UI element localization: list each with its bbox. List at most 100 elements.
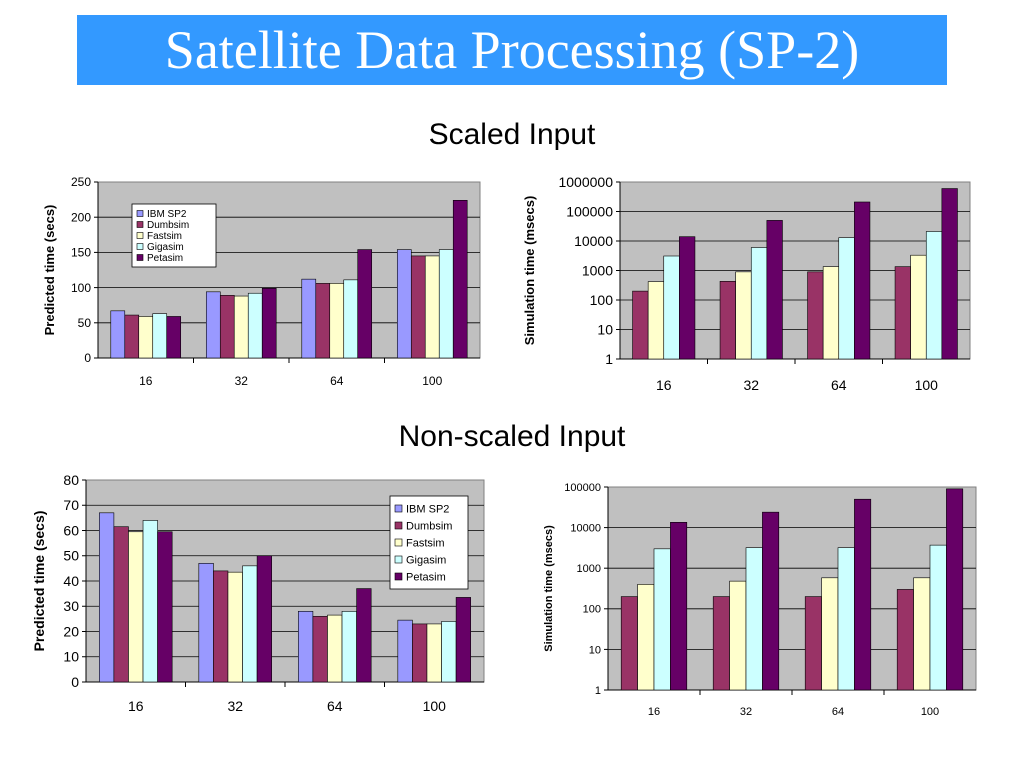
bar	[356, 588, 372, 683]
legend-label: Fastsim	[147, 231, 182, 242]
y-tick-label: 100	[590, 292, 614, 308]
bar	[198, 563, 214, 683]
bar	[166, 316, 182, 359]
bar	[396, 249, 412, 359]
chart-non-scaled-simulation: 1 10 100 1000 10000 100000 16 32 64 100 Simulation…	[543, 482, 977, 718]
y-axis-label: Simulation time (msecs)	[543, 525, 555, 652]
legend-swatch	[394, 538, 403, 547]
bar	[750, 247, 768, 360]
bar	[410, 255, 426, 359]
x-tick-label: 16	[648, 706, 660, 718]
bar	[138, 316, 154, 359]
bar	[301, 278, 317, 359]
legend-swatch	[394, 521, 403, 530]
y-axis-label: Predicted time (secs)	[42, 205, 57, 336]
y-tick-label: 50	[78, 316, 92, 330]
bar	[729, 580, 747, 691]
x-tick-label: 64	[327, 698, 343, 714]
bar	[894, 266, 911, 360]
bar	[804, 596, 822, 691]
x-tick-label: 100	[422, 374, 442, 388]
bar	[256, 555, 272, 683]
x-tick-label: 100	[921, 706, 939, 718]
bar	[620, 596, 638, 691]
bar	[298, 611, 314, 683]
bar	[452, 200, 468, 359]
bar	[441, 621, 457, 683]
bar	[637, 584, 655, 691]
y-axis-label: Simulation time (msecs)	[522, 196, 537, 346]
bar	[719, 281, 736, 360]
y-tick-label: 30	[63, 598, 79, 614]
x-tick-label: 32	[235, 374, 249, 388]
x-tick-label: 32	[743, 377, 759, 393]
x-tick-label: 16	[128, 698, 144, 714]
x-tick-label: 100	[915, 377, 939, 393]
x-tick-label: 64	[832, 706, 844, 718]
legend-box	[131, 203, 217, 268]
bar	[941, 188, 958, 360]
bar	[679, 236, 696, 360]
bar	[247, 292, 263, 359]
y-tick-label: 1	[595, 685, 601, 697]
y-tick-label: 0	[84, 351, 91, 365]
y-tick-label: 70	[63, 497, 79, 513]
y-tick-label: 50	[63, 548, 79, 564]
y-tick-label: 1	[605, 351, 613, 367]
y-tick-label: 100	[71, 281, 91, 295]
x-tick-label: 32	[227, 698, 243, 714]
bar	[653, 548, 671, 691]
bar	[838, 237, 855, 360]
bar	[663, 255, 680, 360]
legend-label: Dumbsim	[406, 520, 452, 532]
y-tick-label: 0	[71, 674, 79, 690]
bar	[357, 249, 373, 359]
bar	[821, 577, 839, 691]
bar	[745, 547, 763, 691]
y-tick-label: 100000	[566, 203, 613, 219]
bar	[312, 616, 328, 683]
legend-label: Gigasim	[406, 554, 446, 566]
y-tick-label: 100000	[564, 482, 601, 494]
bar	[110, 310, 126, 359]
y-tick-label: 1000	[577, 563, 601, 575]
legend-box	[389, 495, 469, 590]
bar	[670, 522, 688, 691]
y-tick-label: 60	[63, 522, 79, 538]
bar	[343, 279, 359, 359]
bar	[854, 498, 872, 691]
y-tick-label: 10	[597, 321, 613, 337]
bar	[142, 520, 158, 683]
bar	[341, 611, 357, 683]
bar	[219, 295, 235, 359]
legend-swatch	[136, 243, 144, 250]
y-tick-label: 1000000	[558, 174, 613, 190]
legend-swatch	[136, 254, 144, 261]
bar	[762, 511, 780, 691]
bar	[735, 271, 752, 360]
bar	[397, 619, 413, 683]
chart-non-scaled-predicted: 0 10 20 30 40 50 60 70 80 16 32 64 100 Predicted time…	[31, 472, 485, 714]
bar	[946, 488, 964, 691]
y-tick-label: 10000	[574, 233, 613, 249]
legend-swatch	[136, 232, 144, 239]
y-tick-label: 40	[63, 573, 79, 589]
y-tick-label: 10	[63, 649, 79, 665]
bar	[205, 291, 221, 359]
y-tick-label: 10000	[570, 522, 601, 534]
legend-swatch	[394, 555, 403, 564]
bar	[647, 281, 665, 360]
x-tick-label: 64	[831, 377, 847, 393]
bar	[455, 597, 471, 683]
bar	[124, 314, 140, 359]
legend-swatch	[394, 572, 403, 581]
y-tick-label: 1000	[582, 262, 613, 278]
bar	[712, 596, 730, 691]
bar	[227, 571, 243, 683]
bar	[329, 283, 345, 359]
y-tick-label: 200	[71, 210, 91, 224]
legend-label: Gigasim	[147, 242, 184, 253]
section-label-non-scaled: Non-scaled Input	[398, 420, 626, 453]
y-tick-label: 150	[71, 246, 91, 260]
bar	[213, 570, 229, 683]
